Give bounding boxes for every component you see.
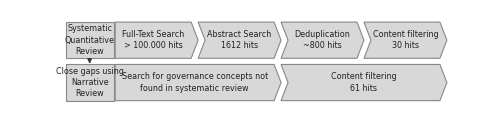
Text: Full-Text Search
> 100.000 hits: Full-Text Search > 100.000 hits bbox=[122, 30, 184, 50]
Polygon shape bbox=[364, 22, 447, 58]
Polygon shape bbox=[281, 22, 364, 58]
Text: Search for governance concepts not
found in systematic review: Search for governance concepts not found… bbox=[122, 72, 268, 93]
Polygon shape bbox=[198, 22, 281, 58]
Polygon shape bbox=[115, 22, 198, 58]
FancyBboxPatch shape bbox=[66, 64, 114, 101]
Polygon shape bbox=[115, 64, 281, 101]
Polygon shape bbox=[281, 64, 447, 101]
Text: Content filtering
30 hits: Content filtering 30 hits bbox=[372, 30, 438, 50]
Text: Content filtering
61 hits: Content filtering 61 hits bbox=[331, 72, 397, 93]
Text: Close gaps using
Narrative
Review: Close gaps using Narrative Review bbox=[56, 67, 124, 99]
Text: Deduplication
~800 hits: Deduplication ~800 hits bbox=[294, 30, 350, 50]
Text: Abstract Search
1612 hits: Abstract Search 1612 hits bbox=[208, 30, 272, 50]
Text: Systematic
Quantitative
Review: Systematic Quantitative Review bbox=[64, 24, 114, 56]
FancyBboxPatch shape bbox=[66, 22, 114, 58]
